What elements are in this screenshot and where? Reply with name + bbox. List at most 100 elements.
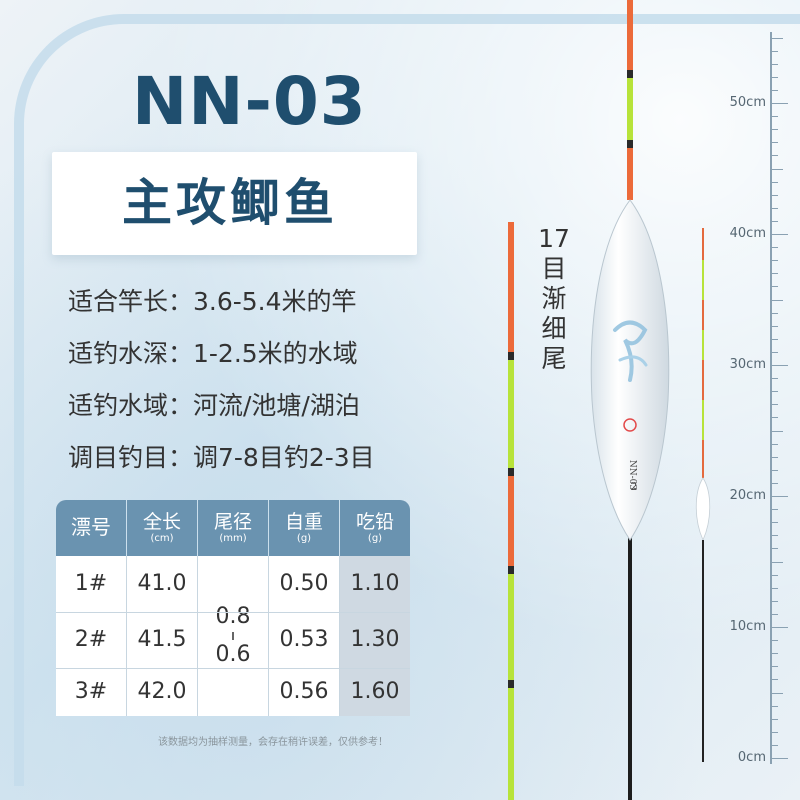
tip-diameter-min: 0.6 (215, 642, 251, 667)
ruler-tick (772, 89, 778, 91)
ruler-tick (772, 155, 778, 157)
tail-caption: 17 目 渐 细 尾 (538, 224, 570, 373)
table-divider (126, 556, 127, 716)
ruler-label-30: 30cm (729, 357, 766, 372)
float-miniature (695, 228, 711, 762)
table-divider (56, 668, 410, 669)
ruler-tick (772, 600, 778, 602)
ruler-tick (772, 312, 778, 314)
cell-tip-diameter: 0.8 0.6 (198, 556, 268, 716)
ruler-label-10: 10cm (729, 619, 766, 634)
cell-float-no: 1# (56, 556, 126, 612)
ruler-tick (772, 207, 778, 209)
ruler-tick (772, 430, 783, 432)
ruler-tick (772, 325, 778, 327)
target-banner: 主攻鲫鱼 (52, 152, 417, 255)
spec-table: 漂号 全长 (cm) 尾径 (mm) 自重 (g) 吃铅 (g) 1# 41.0… (56, 500, 410, 716)
ruler-tick (772, 758, 788, 759)
ruler-tick (772, 37, 783, 39)
ruler-tick (772, 338, 778, 340)
ruler-tick (772, 744, 778, 746)
ruler-tick (772, 496, 788, 497)
ruler-tick (772, 273, 778, 275)
ruler-tick (772, 220, 778, 222)
ruler-tick (772, 116, 778, 118)
tip-diameter-max: 0.8 (215, 604, 251, 629)
spec-tuning: 调目钓目：调7-8目钓2-3目 (68, 443, 375, 472)
ruler-tick (772, 391, 778, 393)
disclaimer: 该数据均为抽样测量，会存在稍许误差，仅供参考！ (158, 737, 388, 748)
measurement-ruler: 50cm 40cm 30cm 20cm 10cm 0cm (718, 0, 800, 800)
ruler-tick (772, 443, 778, 445)
cell-lead-load: 1.60 (340, 668, 410, 716)
ruler-label-0: 0cm (737, 750, 766, 765)
table-divider (197, 556, 198, 716)
header-lead-load: 吃铅 (g) (340, 500, 410, 556)
ruler-tick (772, 482, 778, 484)
ruler-tick (772, 129, 778, 131)
header-self-weight: 自重 (g) (269, 500, 339, 556)
ruler-tick (772, 640, 778, 642)
ruler-label-20: 20cm (729, 488, 766, 503)
ruler-tick (772, 103, 788, 104)
ruler-tick (772, 404, 778, 406)
ruler-tick (772, 509, 778, 511)
ruler-tick (772, 561, 783, 563)
header-tip-diameter: 尾径 (mm) (198, 500, 268, 556)
cell-float-no: 3# (56, 668, 126, 716)
cell-self-weight: 0.50 (269, 556, 339, 612)
ruler-tick (772, 548, 778, 550)
tip-diameter-separator (232, 632, 234, 640)
ruler-tick (772, 142, 778, 144)
cell-length: 41.0 (127, 556, 197, 612)
ruler-tick (772, 535, 778, 537)
ruler-tick (772, 522, 778, 524)
ruler-tick (772, 574, 778, 576)
ruler-tick (772, 731, 778, 733)
target-label: 主攻鲫鱼 (122, 174, 338, 232)
ruler-tick (772, 613, 778, 615)
cell-length: 42.0 (127, 668, 197, 716)
ruler-tick (772, 365, 788, 366)
ruler-tick (772, 181, 778, 183)
ruler-tick (772, 168, 783, 170)
ruler-tick (772, 417, 778, 419)
ruler-tick (772, 469, 778, 471)
cell-lead-load: 1.10 (340, 556, 410, 612)
cell-self-weight: 0.53 (269, 612, 339, 668)
ruler-label-40: 40cm (729, 226, 766, 241)
ruler-tick (772, 299, 783, 301)
ruler-tick (772, 260, 778, 262)
spec-water-type: 适钓水域：河流/池塘/湖泊 (68, 391, 360, 420)
table-divider (268, 556, 269, 716)
ruler-tick (772, 692, 783, 694)
ruler-tick (772, 234, 788, 235)
ruler-tick (772, 653, 778, 655)
ruler-tick (772, 76, 778, 78)
ruler-tick (772, 63, 778, 65)
ruler-tick (772, 587, 778, 589)
cell-length: 41.5 (127, 612, 197, 668)
ruler-tick (772, 286, 778, 288)
ruler-tick (772, 666, 778, 668)
table-divider (56, 612, 410, 613)
float-main: NN-03 2 (590, 0, 670, 800)
model-title: NN-03 (132, 63, 367, 140)
ruler-tick (772, 705, 778, 707)
ruler-tick (772, 351, 778, 353)
float-tail-detail (508, 222, 514, 800)
ruler-tick (772, 679, 778, 681)
ruler-tick (772, 247, 778, 249)
table-divider (339, 556, 340, 716)
spec-water-depth: 适钓水深：1-2.5米的水域 (68, 339, 358, 368)
float-model-mark: NN-03 (627, 460, 637, 491)
header-length: 全长 (cm) (127, 500, 197, 556)
ruler-tick (772, 627, 788, 628)
ruler-tick (772, 50, 778, 52)
ruler-tick (772, 378, 778, 380)
spec-rod-length: 适合竿长：3.6-5.4米的竿 (68, 287, 357, 316)
ruler-tick (772, 718, 778, 720)
header-float-no: 漂号 (56, 500, 126, 556)
cell-float-no: 2# (56, 612, 126, 668)
